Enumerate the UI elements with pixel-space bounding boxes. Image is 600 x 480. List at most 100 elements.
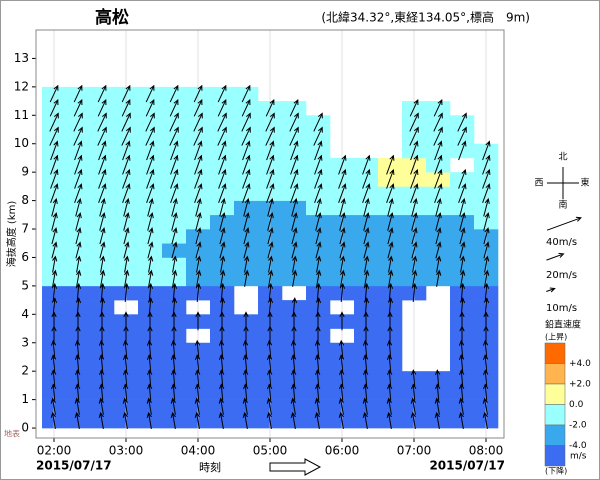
wind-arrow <box>195 241 202 259</box>
wind-arrow <box>146 140 155 161</box>
wind-arrow <box>74 411 80 429</box>
wind-arrow <box>242 411 248 429</box>
legend-bound-label: 0.0 <box>569 400 584 410</box>
wind-arrow <box>195 227 202 245</box>
wind-arrow <box>146 168 155 189</box>
wind-arrow <box>434 168 443 189</box>
wind-arrow <box>362 183 371 203</box>
wind-arrow <box>172 269 178 287</box>
wind-arrow <box>290 140 299 161</box>
x-tick-label: 03:00 <box>109 444 144 458</box>
wind-arrow <box>49 84 59 103</box>
scale-label: 40m/s <box>546 237 577 248</box>
wind-arrow <box>411 241 418 259</box>
wind-arrow <box>409 98 419 117</box>
wind-arrow <box>98 168 107 189</box>
wind-arrow <box>243 311 249 331</box>
wind-arrow <box>98 411 104 429</box>
y-tick-label: 1 <box>21 392 29 406</box>
wind-arrow <box>122 411 128 429</box>
y-tick-label: 5 <box>21 278 29 292</box>
wind-arrow <box>242 183 251 203</box>
legend-lower: (下降) <box>545 466 567 476</box>
wind-arrow <box>74 154 83 175</box>
wind-arrow <box>243 197 250 217</box>
wind-arrow <box>435 212 442 231</box>
wind-arrow <box>290 183 299 203</box>
wind-arrow <box>266 397 272 415</box>
wind-arrow <box>171 212 178 231</box>
x-axis-label: 時刻 <box>199 460 221 474</box>
wind-arrow <box>170 168 179 189</box>
wind-arrow <box>121 98 131 117</box>
wind-arrow <box>124 255 130 273</box>
wind-arrow <box>76 269 82 287</box>
wind-arrow <box>148 269 154 287</box>
wind-arrow <box>362 339 369 359</box>
wind-arrow <box>340 255 346 273</box>
wind-arrow <box>291 227 298 245</box>
wind-arrow <box>314 339 321 359</box>
wind-arrow <box>145 112 155 132</box>
wind-arrow <box>123 212 130 231</box>
wind-arrow <box>218 168 227 189</box>
wind-arrow <box>459 227 466 245</box>
wind-arrow <box>483 369 489 387</box>
wind-arrow <box>123 369 129 387</box>
x-tick-label: 07:00 <box>397 444 432 458</box>
wind-arrow <box>75 369 81 387</box>
compass-east: 東 <box>580 177 589 189</box>
wind-arrow <box>314 397 320 415</box>
wind-arrow <box>73 84 83 103</box>
wind-arrow <box>76 255 82 273</box>
wind-arrow <box>100 255 106 273</box>
wind-arrow <box>73 98 83 117</box>
wind-arrow <box>193 84 203 103</box>
legend-bound-label: +4.0 <box>569 359 591 369</box>
wind-arrow <box>266 183 275 203</box>
wind-arrow <box>50 339 57 359</box>
y-tick-label: 13 <box>14 51 29 65</box>
wind-arrows <box>49 84 491 429</box>
wind-arrow <box>145 98 155 117</box>
wind-arrow <box>340 269 346 287</box>
wind-arrow <box>146 411 152 429</box>
wind-arrow <box>123 197 130 217</box>
wind-arrow <box>363 369 369 387</box>
wind-arrow <box>194 397 200 415</box>
wind-arrow <box>386 183 395 203</box>
wind-arrow <box>315 197 322 217</box>
wind-arrow <box>289 98 299 117</box>
wind-arrow <box>291 197 298 217</box>
wind-arrow <box>289 112 299 132</box>
wind-arrow <box>459 197 466 217</box>
wind-arrow <box>220 269 226 287</box>
wind-arrow <box>436 255 442 273</box>
wind-arrow <box>242 140 251 161</box>
wind-arrow <box>483 212 490 231</box>
wind-arrow <box>50 183 59 203</box>
wind-arrow <box>435 227 442 245</box>
wind-arrow <box>169 112 179 132</box>
compass-north: 北 <box>558 152 567 163</box>
wind-arrow <box>147 241 154 259</box>
y-tick-label: 10 <box>14 136 29 150</box>
wind-arrow <box>217 112 227 132</box>
wind-arrow <box>99 197 106 217</box>
wind-arrow <box>267 212 274 231</box>
wind-arrow <box>146 183 155 203</box>
wind-arrow <box>171 383 177 401</box>
wind-arrow <box>217 84 227 103</box>
wind-arrow <box>195 383 201 401</box>
wind-arrow <box>315 227 322 245</box>
wind-arrow <box>97 98 107 117</box>
wind-arrow <box>147 369 153 387</box>
wind-arrow <box>242 154 251 175</box>
legend-unit: m/s <box>570 451 587 461</box>
wind-arrow <box>435 383 441 401</box>
wind-arrow <box>50 168 59 189</box>
wind-arrow <box>459 369 465 387</box>
scale-arrow <box>546 216 582 231</box>
scale-arrow <box>546 287 556 293</box>
